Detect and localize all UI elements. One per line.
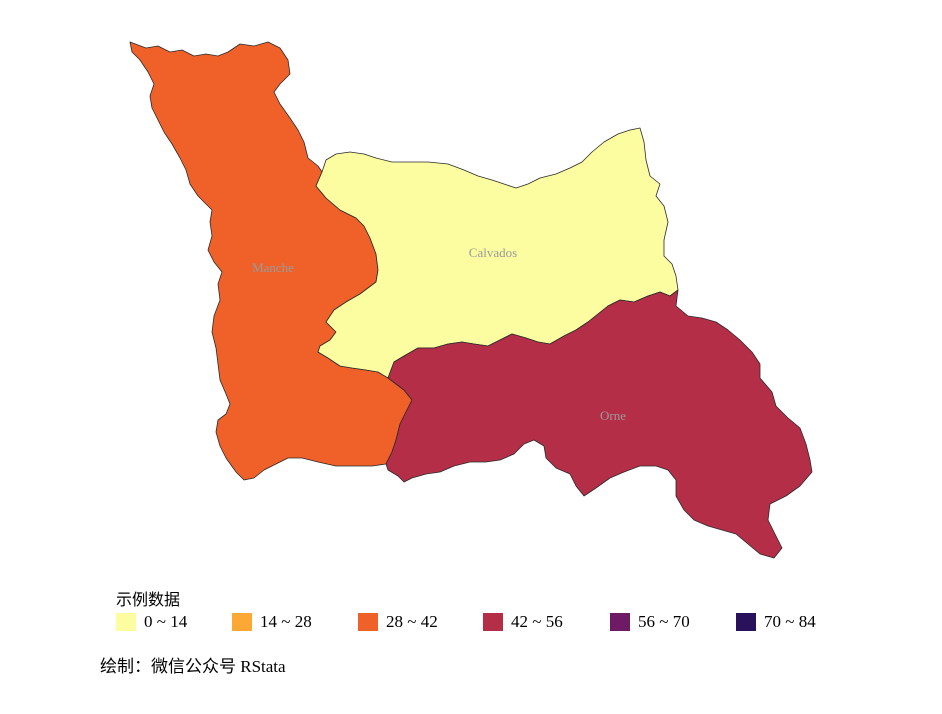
legend-item: 56 ~ 70 — [610, 612, 690, 632]
legend-label: 14 ~ 28 — [260, 612, 312, 631]
legend-label: 42 ~ 56 — [511, 612, 563, 631]
legend-swatch — [358, 613, 378, 631]
legend-swatch — [116, 613, 136, 631]
legend-item: 0 ~ 14 — [116, 612, 187, 632]
legend-label: 0 ~ 14 — [144, 612, 188, 631]
legend-swatch — [483, 613, 503, 631]
legend-label: 28 ~ 42 — [386, 612, 438, 631]
legend-swatch — [736, 613, 756, 631]
region-orne[interactable] — [385, 289, 813, 559]
region-label-manche: Manche — [252, 260, 294, 275]
legend-item: 42 ~ 56 — [483, 612, 563, 632]
legend-item: 70 ~ 84 — [736, 612, 816, 632]
region-label-orne: Orne — [600, 408, 626, 423]
legend-label: 56 ~ 70 — [638, 612, 690, 631]
legend-title: 示例数据 — [116, 592, 181, 609]
region-label-calvados: Calvados — [469, 245, 517, 260]
legend-swatch — [610, 613, 630, 631]
legend-item: 28 ~ 42 — [358, 612, 438, 632]
legend-swatch — [232, 613, 252, 631]
legend-item: 14 ~ 28 — [232, 612, 312, 632]
caption: 绘制：微信公众号 RStata — [100, 657, 286, 676]
legend-label: 70 ~ 84 — [764, 612, 816, 631]
